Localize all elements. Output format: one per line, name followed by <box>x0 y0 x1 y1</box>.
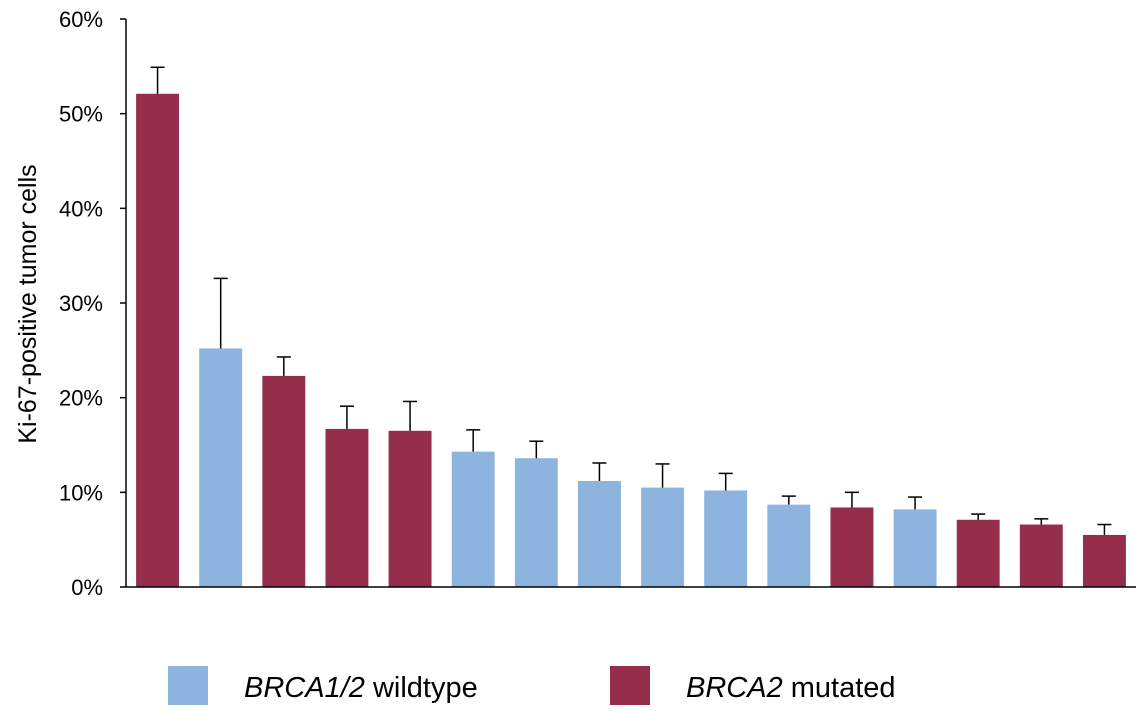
y-tick-label: 40% <box>59 196 103 221</box>
y-tick-labels: 0% 10% 20% 30% 40% 50% 60% <box>59 7 103 600</box>
error-bars <box>150 66 1112 535</box>
bar-mutated <box>388 430 432 587</box>
legend-item-wildtype: BRCA1/2 wildtype <box>168 666 478 705</box>
bar-mutated <box>136 93 180 587</box>
bar-mutated <box>830 507 874 587</box>
legend-label: BRCA1/2 wildtype <box>244 672 478 704</box>
legend-swatch <box>168 666 208 705</box>
y-tick-label: 60% <box>59 7 103 32</box>
axes <box>120 18 1136 588</box>
bar-wildtype <box>704 490 748 587</box>
y-tick-label: 20% <box>59 386 103 411</box>
bar-wildtype <box>451 451 495 587</box>
y-tick-label: 50% <box>59 102 103 127</box>
bar-wildtype <box>767 504 811 587</box>
bar-mutated <box>262 375 306 587</box>
bars <box>136 93 1126 587</box>
bar-wildtype <box>641 487 685 587</box>
bar-wildtype <box>893 509 937 587</box>
bar-wildtype <box>577 480 621 587</box>
bar-mutated <box>325 428 369 587</box>
bar-wildtype <box>514 458 558 587</box>
y-axis-title: Ki-67-positive tumor cells <box>14 164 42 443</box>
bar-mutated <box>956 519 1000 587</box>
y-tick-label: 10% <box>59 480 103 505</box>
bar-mutated <box>1019 524 1063 587</box>
y-tick-label: 30% <box>59 291 103 316</box>
y-tick-label: 0% <box>71 575 103 600</box>
bar-mutated <box>1082 534 1126 587</box>
bar-wildtype <box>199 348 243 587</box>
legend-swatch <box>610 666 650 705</box>
legend-label: BRCA2 mutated <box>686 672 896 704</box>
legend: BRCA1/2 wildtype BRCA2 mutated <box>168 666 896 705</box>
legend-item-mutated: BRCA2 mutated <box>610 666 896 705</box>
